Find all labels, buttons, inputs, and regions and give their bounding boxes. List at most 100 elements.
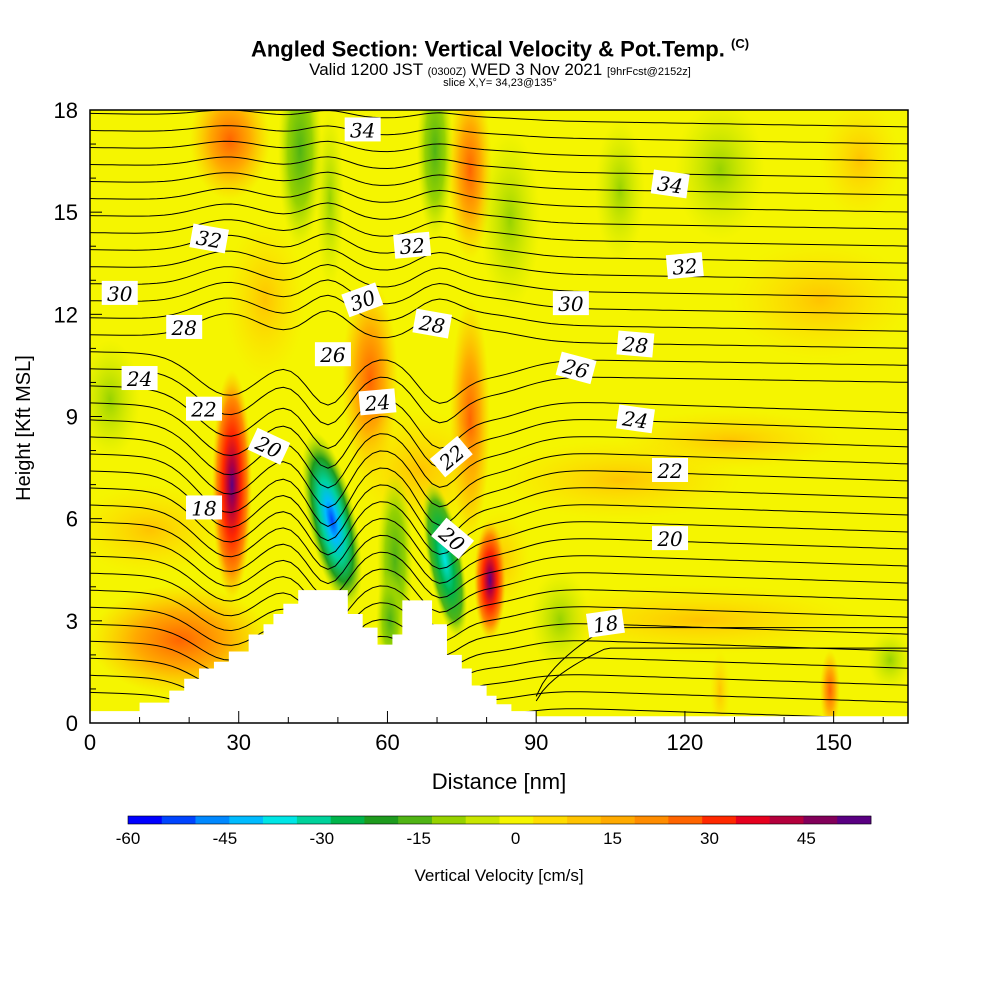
theta-contour	[90, 125, 908, 145]
updraft-patch	[820, 650, 840, 723]
y-tick-label: 12	[54, 302, 78, 327]
contour-label: 34	[650, 169, 690, 199]
forecast-info: [9hrFcst@2152z]	[606, 66, 691, 78]
contour-label: 30	[552, 291, 589, 316]
valid-time: Valid 1200 JST	[309, 60, 423, 79]
contour-label-box	[186, 495, 223, 520]
contour-label-box	[121, 366, 158, 391]
x-tick-label: 90	[524, 730, 548, 755]
updraft-patch	[540, 585, 860, 655]
updraft-patch	[620, 410, 840, 470]
contour-label-box	[552, 291, 589, 316]
contour-label-text: 28	[416, 310, 446, 338]
contour-label-text: 28	[170, 316, 196, 340]
contour-label-text: 24	[363, 390, 391, 416]
y-tick-label: 18	[54, 98, 78, 123]
strong-updraft	[212, 370, 252, 600]
updraft-patch	[710, 650, 730, 723]
valid-utc: (0300Z)	[427, 66, 467, 78]
colorbar-swatch	[837, 816, 872, 824]
contour-label: 28	[616, 330, 655, 358]
colorbar-swatch	[431, 816, 467, 824]
x-tick-label: 150	[815, 730, 852, 755]
y-tick-label: 0	[66, 711, 78, 736]
x-axis-label: Distance [nm]	[432, 769, 567, 794]
colorbar-swatch	[330, 816, 365, 824]
contour-label-text: 20	[656, 527, 683, 551]
updraft-patch	[730, 240, 908, 360]
contour-label-box	[166, 314, 203, 339]
colorbar-swatch	[398, 816, 433, 824]
theta-contour	[90, 140, 908, 162]
x-tick-label: 0	[84, 730, 96, 755]
colorbar-tick-label: -30	[310, 829, 335, 848]
downdraft-patch	[278, 110, 322, 250]
x-tick-label: 120	[667, 730, 704, 755]
colorbar-swatch	[263, 816, 298, 824]
contour-label-box	[615, 404, 655, 434]
contour-label-box	[101, 280, 138, 305]
y-tick-label: 6	[66, 507, 78, 532]
theta-contours	[90, 110, 908, 723]
theta-contour	[885, 110, 908, 111]
colorbar-swatch	[668, 816, 703, 824]
contour-label: 22	[186, 396, 223, 422]
theta-contour	[90, 606, 908, 657]
contour-label-text: 30	[107, 282, 133, 306]
colorbar-swatch	[735, 816, 770, 824]
contour-label: 18	[585, 608, 625, 638]
updraft-patch	[350, 410, 490, 530]
contour-label: 34	[344, 117, 381, 142]
strong-downdraft	[422, 481, 468, 639]
colorbar-swatch	[567, 816, 602, 824]
colorbar-swatch	[634, 816, 669, 824]
colorbar-swatch	[600, 816, 635, 824]
contour-label: 32	[189, 223, 229, 253]
contour-label-box	[186, 396, 223, 421]
downdraft-patch	[868, 630, 908, 690]
contour-label: 28	[166, 314, 203, 340]
terrain-mask	[90, 590, 908, 723]
colorbar-frame	[127, 815, 872, 825]
y-tick-label: 15	[54, 200, 78, 225]
contour-label: 22	[652, 457, 689, 483]
valid-date: WED 3 Nov 2021	[470, 60, 603, 79]
colorbar-tick-label: 15	[603, 829, 622, 848]
colorbar-tick-label: 30	[700, 829, 719, 848]
contour-label-box	[341, 282, 384, 318]
contour-label-box	[358, 388, 397, 416]
chart-subtitle: Valid 1200 JST (0300Z) WED 3 Nov 2021 [9…	[0, 60, 1000, 80]
contour-label-box	[344, 117, 381, 142]
x-tick-label: 30	[226, 730, 250, 755]
theta-contour	[90, 279, 908, 315]
contour-label: 30	[341, 282, 384, 318]
theta-contour	[90, 504, 908, 570]
contour-label-text: 24	[126, 367, 152, 391]
theta-contour	[90, 419, 908, 489]
theta-contour	[90, 453, 908, 527]
theta-contour	[90, 171, 908, 196]
contour-label-box	[247, 427, 291, 465]
y-tick-label: 9	[66, 405, 78, 430]
updraft-patch	[820, 110, 900, 220]
axes: 0 30 60 90 120 150 0 3 6 9 12 15 18	[54, 98, 884, 755]
theta-contour	[90, 521, 908, 585]
contour-label-box	[393, 231, 432, 259]
colorbar-tick-label: -60	[116, 829, 141, 848]
colorbar-swatch	[161, 816, 196, 824]
contour-label: 24	[615, 404, 655, 434]
contour-label-text: 18	[591, 611, 620, 638]
y-axis-label: Height [Kft MSL]	[13, 355, 35, 501]
colorbar-swatch	[803, 816, 838, 824]
theta-contour	[90, 310, 908, 349]
theta-contour	[90, 217, 908, 247]
contour-label: 20	[652, 526, 689, 551]
contour-label-box	[652, 526, 689, 551]
theta-contour	[90, 110, 908, 128]
colorbar-swatch	[128, 816, 163, 824]
downdraft-patch	[530, 570, 590, 670]
chart-title: Angled Section: Vertical Velocity & Pot.…	[0, 36, 1000, 62]
strong-downdraft	[301, 431, 363, 609]
theta-contour	[90, 156, 908, 179]
